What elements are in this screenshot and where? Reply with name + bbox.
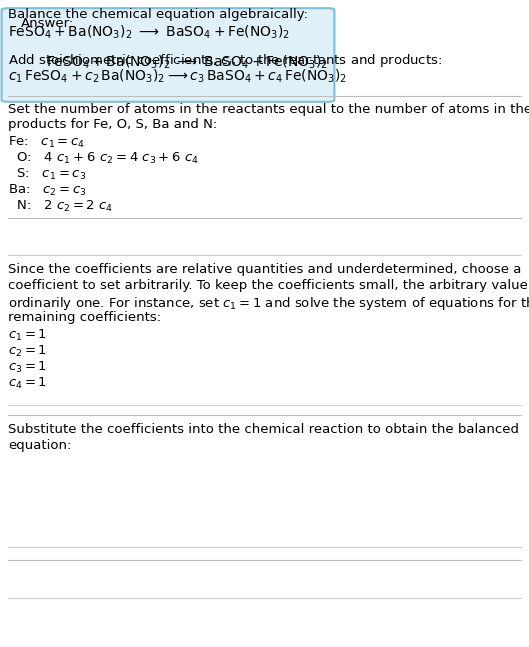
Text: products for Fe, O, S, Ba and N:: products for Fe, O, S, Ba and N: xyxy=(8,118,217,131)
Text: N:   $2\ c_2 = 2\ c_4$: N: $2\ c_2 = 2\ c_4$ xyxy=(8,199,113,214)
Text: equation:: equation: xyxy=(8,439,71,452)
Text: S:   $c_1 = c_3$: S: $c_1 = c_3$ xyxy=(8,167,86,182)
Text: $c_2 = 1$: $c_2 = 1$ xyxy=(8,344,47,359)
FancyBboxPatch shape xyxy=(2,8,334,102)
Text: $\mathrm{FeSO_4 + Ba(NO_3)_2 \ \longrightarrow \ BaSO_4 + Fe(NO_3)_2}$: $\mathrm{FeSO_4 + Ba(NO_3)_2 \ \longrigh… xyxy=(47,54,329,71)
Text: Set the number of atoms in the reactants equal to the number of atoms in the: Set the number of atoms in the reactants… xyxy=(8,103,529,116)
Text: Answer:: Answer: xyxy=(21,17,74,30)
Text: remaining coefficients:: remaining coefficients: xyxy=(8,311,161,324)
Text: O:   $4\ c_1 + 6\ c_2 = 4\ c_3 + 6\ c_4$: O: $4\ c_1 + 6\ c_2 = 4\ c_3 + 6\ c_4$ xyxy=(8,151,199,166)
Text: Since the coefficients are relative quantities and underdetermined, choose a: Since the coefficients are relative quan… xyxy=(8,263,522,276)
Text: $c_3 = 1$: $c_3 = 1$ xyxy=(8,360,47,375)
Text: $c_1 = 1$: $c_1 = 1$ xyxy=(8,328,47,343)
Text: coefficient to set arbitrarily. To keep the coefficients small, the arbitrary va: coefficient to set arbitrarily. To keep … xyxy=(8,279,529,292)
Text: Fe:   $c_1 = c_4$: Fe: $c_1 = c_4$ xyxy=(8,135,85,150)
Text: $\mathrm{FeSO_4 + Ba(NO_3)_2 \ \longrightarrow \ BaSO_4 + Fe(NO_3)_2}$: $\mathrm{FeSO_4 + Ba(NO_3)_2 \ \longrigh… xyxy=(8,24,290,41)
Text: Ba:   $c_2 = c_3$: Ba: $c_2 = c_3$ xyxy=(8,183,87,198)
Text: $c_4 = 1$: $c_4 = 1$ xyxy=(8,376,47,391)
Text: $c_1\,\mathrm{FeSO_4} + c_2\,\mathrm{Ba(NO_3)_2} \longrightarrow c_3\,\mathrm{Ba: $c_1\,\mathrm{FeSO_4} + c_2\,\mathrm{Ba(… xyxy=(8,68,347,85)
Text: ordinarily one. For instance, set $c_1 = 1$ and solve the system of equations fo: ordinarily one. For instance, set $c_1 =… xyxy=(8,295,529,312)
Text: Substitute the coefficients into the chemical reaction to obtain the balanced: Substitute the coefficients into the che… xyxy=(8,423,519,436)
Text: Add stoichiometric coefficients, $c_i$, to the reactants and products:: Add stoichiometric coefficients, $c_i$, … xyxy=(8,52,442,69)
Text: Balance the chemical equation algebraically:: Balance the chemical equation algebraica… xyxy=(8,8,308,21)
